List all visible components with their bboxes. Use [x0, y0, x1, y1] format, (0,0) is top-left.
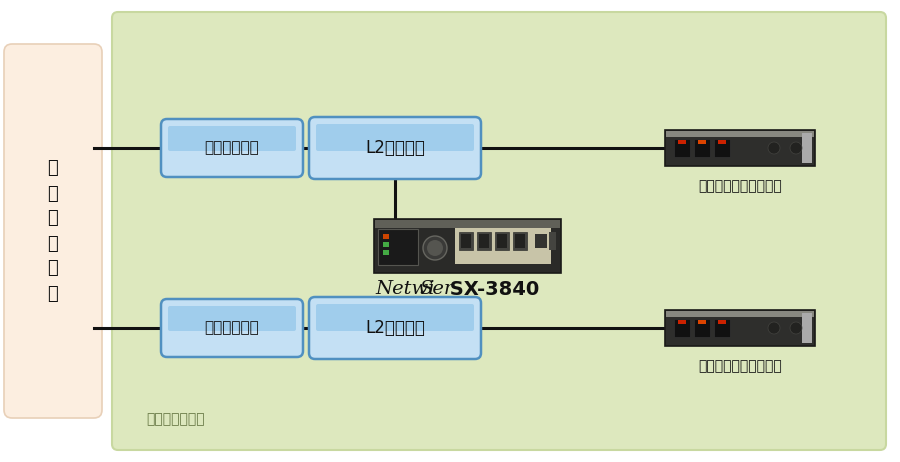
- Bar: [718, 140, 726, 144]
- Bar: [666, 311, 814, 317]
- Circle shape: [790, 142, 802, 154]
- Bar: [477, 232, 491, 250]
- Bar: [535, 234, 547, 248]
- Bar: [698, 140, 706, 144]
- Bar: [674, 139, 690, 157]
- FancyBboxPatch shape: [374, 219, 561, 273]
- FancyBboxPatch shape: [665, 130, 815, 166]
- Bar: [802, 133, 812, 163]
- FancyBboxPatch shape: [161, 299, 303, 357]
- Bar: [383, 242, 389, 247]
- FancyBboxPatch shape: [4, 44, 102, 418]
- Text: L2スイッチ: L2スイッチ: [365, 319, 425, 337]
- Text: ルータ（副）: ルータ（副）: [204, 321, 259, 335]
- Bar: [383, 234, 389, 239]
- Bar: [455, 228, 551, 264]
- Bar: [513, 232, 527, 250]
- Text: Netwi: Netwi: [375, 280, 435, 298]
- Bar: [497, 234, 507, 248]
- Bar: [718, 320, 726, 324]
- Circle shape: [790, 322, 802, 334]
- FancyBboxPatch shape: [316, 304, 474, 331]
- Bar: [549, 232, 556, 250]
- FancyBboxPatch shape: [163, 121, 301, 152]
- Circle shape: [768, 322, 780, 334]
- Bar: [375, 220, 560, 228]
- Circle shape: [768, 142, 780, 154]
- Bar: [678, 140, 686, 144]
- Circle shape: [427, 240, 443, 256]
- Bar: [698, 320, 706, 324]
- Bar: [678, 320, 686, 324]
- Text: グループウェア（副）: グループウェア（副）: [698, 359, 782, 373]
- Text: L2スイッチ: L2スイッチ: [365, 139, 425, 157]
- Text: データセンター: データセンター: [146, 412, 204, 426]
- Bar: [694, 319, 710, 337]
- FancyBboxPatch shape: [309, 297, 481, 359]
- FancyBboxPatch shape: [311, 119, 479, 152]
- Text: Ser: Ser: [419, 280, 454, 298]
- Bar: [479, 234, 489, 248]
- Text: SX-3840: SX-3840: [443, 280, 539, 299]
- Bar: [714, 319, 730, 337]
- Bar: [515, 234, 525, 248]
- FancyBboxPatch shape: [665, 310, 815, 346]
- FancyBboxPatch shape: [378, 229, 418, 265]
- Circle shape: [423, 236, 447, 260]
- FancyBboxPatch shape: [309, 117, 481, 179]
- FancyBboxPatch shape: [161, 119, 303, 177]
- FancyBboxPatch shape: [112, 12, 886, 450]
- FancyBboxPatch shape: [168, 306, 296, 331]
- FancyBboxPatch shape: [316, 124, 474, 151]
- Text: ルータ（正）: ルータ（正）: [204, 140, 259, 156]
- Bar: [495, 232, 509, 250]
- Bar: [459, 232, 473, 250]
- FancyBboxPatch shape: [311, 299, 479, 332]
- Bar: [674, 319, 690, 337]
- Bar: [802, 313, 812, 343]
- Bar: [666, 131, 814, 137]
- Bar: [461, 234, 471, 248]
- FancyBboxPatch shape: [163, 301, 301, 332]
- Bar: [714, 139, 730, 157]
- Text: 梅
の
花
様
本
社: 梅 の 花 様 本 社: [48, 159, 58, 303]
- Bar: [694, 139, 710, 157]
- Text: グループウェア（正）: グループウェア（正）: [698, 179, 782, 193]
- Bar: [383, 250, 389, 255]
- FancyBboxPatch shape: [168, 126, 296, 151]
